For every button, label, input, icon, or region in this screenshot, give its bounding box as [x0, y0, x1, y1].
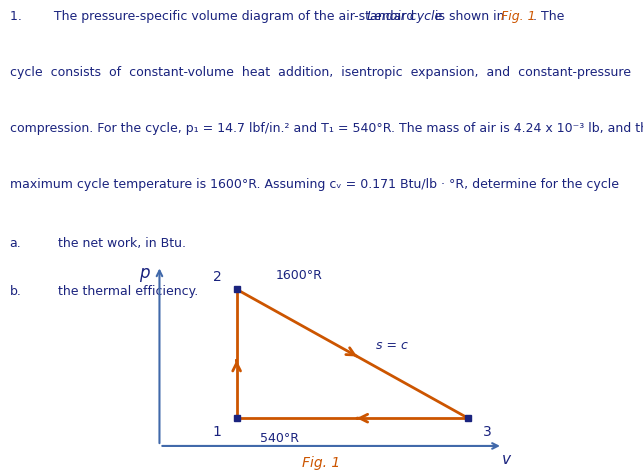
Text: a.: a. [10, 237, 21, 250]
Text: is shown in: is shown in [431, 10, 509, 23]
Text: v: v [502, 452, 511, 467]
Text: 3: 3 [483, 425, 492, 439]
Text: the thermal efficiency.: the thermal efficiency. [42, 286, 198, 298]
Text: . The: . The [532, 10, 564, 23]
Text: the net work, in Btu.: the net work, in Btu. [42, 237, 186, 250]
Text: 540°R: 540°R [260, 431, 299, 445]
Text: 1: 1 [213, 425, 222, 439]
Text: maximum cycle temperature is 1600°R. Assuming cᵥ = 0.171 Btu/lb · °R, determine : maximum cycle temperature is 1600°R. Ass… [10, 178, 619, 192]
Text: 2: 2 [213, 270, 222, 285]
Text: Fig. 1: Fig. 1 [302, 455, 341, 470]
Text: compression. For the cycle, p₁ = 14.7 lbf/in.² and T₁ = 540°R. The mass of air i: compression. For the cycle, p₁ = 14.7 lb… [10, 122, 643, 135]
Text: cycle  consists  of  constant-volume  heat  addition,  isentropic  expansion,  a: cycle consists of constant-volume heat a… [10, 66, 631, 79]
Text: Fig. 1: Fig. 1 [501, 10, 535, 23]
Text: b.: b. [10, 286, 21, 298]
Text: s = c: s = c [376, 339, 408, 352]
Text: 1.        The pressure-specific volume diagram of the air-standard: 1. The pressure-specific volume diagram … [10, 10, 418, 23]
Text: p: p [140, 263, 150, 282]
Text: 1600°R: 1600°R [275, 269, 322, 282]
Text: Lenoir cycle: Lenoir cycle [367, 10, 442, 23]
